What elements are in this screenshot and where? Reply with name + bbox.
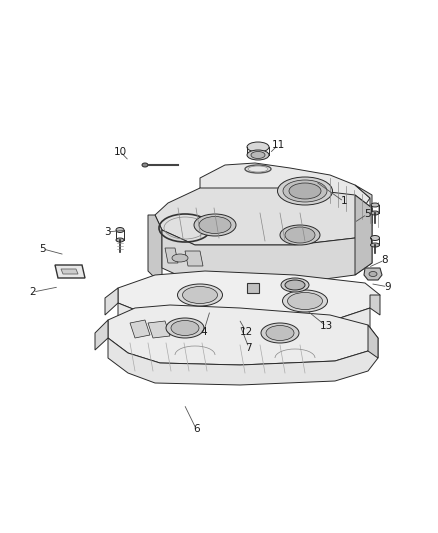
Ellipse shape: [289, 183, 321, 199]
Text: 3: 3: [104, 227, 111, 237]
Ellipse shape: [369, 271, 377, 277]
Text: 13: 13: [320, 321, 333, 331]
Polygon shape: [148, 321, 170, 338]
Polygon shape: [55, 265, 85, 278]
Polygon shape: [118, 271, 380, 323]
Polygon shape: [368, 325, 378, 358]
Text: 9: 9: [384, 282, 391, 292]
Text: 1: 1: [340, 197, 347, 206]
Text: 2: 2: [29, 287, 36, 297]
Polygon shape: [330, 185, 372, 250]
Polygon shape: [200, 163, 370, 228]
Ellipse shape: [142, 163, 148, 167]
Ellipse shape: [199, 216, 231, 233]
Polygon shape: [130, 320, 150, 338]
Polygon shape: [195, 188, 205, 240]
Polygon shape: [105, 288, 118, 315]
Polygon shape: [108, 305, 378, 365]
Ellipse shape: [247, 150, 269, 160]
Text: 8: 8: [381, 255, 388, 265]
Polygon shape: [247, 283, 259, 293]
Polygon shape: [165, 248, 178, 263]
Text: 10: 10: [114, 147, 127, 157]
Polygon shape: [195, 188, 295, 253]
Ellipse shape: [287, 293, 322, 310]
Ellipse shape: [171, 320, 199, 335]
Ellipse shape: [166, 318, 204, 338]
Ellipse shape: [281, 278, 309, 292]
Ellipse shape: [371, 243, 379, 247]
Polygon shape: [148, 215, 162, 285]
Polygon shape: [355, 195, 372, 275]
Polygon shape: [118, 303, 370, 345]
Ellipse shape: [371, 211, 379, 215]
Ellipse shape: [283, 180, 327, 202]
Ellipse shape: [280, 225, 320, 245]
Ellipse shape: [278, 177, 332, 205]
Polygon shape: [155, 188, 372, 245]
Ellipse shape: [116, 238, 124, 242]
Ellipse shape: [172, 254, 188, 262]
Ellipse shape: [266, 326, 294, 341]
Ellipse shape: [247, 142, 269, 152]
Ellipse shape: [283, 290, 328, 312]
Ellipse shape: [194, 214, 236, 236]
Ellipse shape: [183, 287, 218, 303]
Ellipse shape: [116, 228, 124, 232]
Polygon shape: [370, 295, 380, 315]
Ellipse shape: [285, 227, 315, 243]
Ellipse shape: [285, 280, 305, 290]
Polygon shape: [108, 338, 378, 385]
Text: 12: 12: [240, 327, 253, 336]
Polygon shape: [61, 269, 78, 274]
Ellipse shape: [261, 323, 299, 343]
Polygon shape: [185, 251, 203, 266]
Text: 5: 5: [364, 209, 371, 219]
Polygon shape: [95, 320, 108, 350]
Text: 11: 11: [272, 140, 285, 150]
Polygon shape: [364, 268, 382, 280]
Polygon shape: [162, 225, 372, 283]
Text: 4: 4: [200, 327, 207, 336]
Ellipse shape: [371, 236, 379, 240]
Ellipse shape: [177, 284, 223, 306]
Text: 7: 7: [245, 343, 252, 352]
Ellipse shape: [251, 151, 265, 158]
Text: 6: 6: [193, 424, 200, 434]
Text: 5: 5: [39, 244, 46, 254]
Ellipse shape: [371, 203, 379, 207]
